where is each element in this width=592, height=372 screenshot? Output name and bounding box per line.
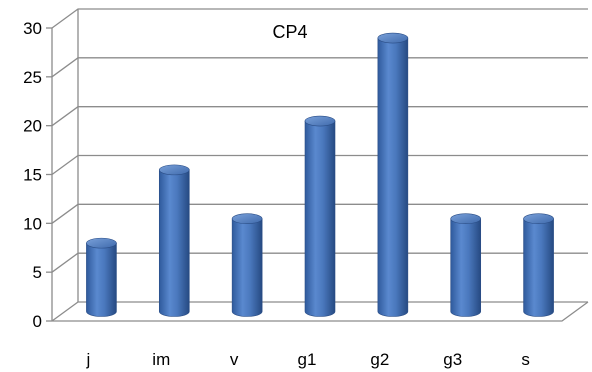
y-tick-label: 10 xyxy=(23,214,42,233)
y-tick-label: 0 xyxy=(33,312,42,331)
y-tick-label: 5 xyxy=(33,263,42,282)
x-tick-label: s xyxy=(521,350,530,369)
y-tick-label: 30 xyxy=(23,19,42,38)
tick-labels: 0 5 10 15 20 25 30 j im v g1 g2 g3 s xyxy=(23,19,530,369)
bar xyxy=(450,213,482,317)
bar xyxy=(231,213,263,317)
gridline xyxy=(51,8,588,29)
gridline xyxy=(51,57,588,78)
x-tick-label: g3 xyxy=(443,350,462,369)
y-tick-label: 25 xyxy=(23,68,42,87)
x-tick-label: g1 xyxy=(298,350,317,369)
x-axis xyxy=(52,301,589,322)
chart-title: CP4 xyxy=(272,22,307,42)
axes xyxy=(46,9,589,322)
x-tick-label: j xyxy=(86,350,91,369)
bars xyxy=(86,32,554,317)
y-tick-label: 20 xyxy=(23,117,42,136)
x-tick-label: im xyxy=(152,350,170,369)
bar xyxy=(523,213,554,317)
y-tick-label: 15 xyxy=(23,166,42,185)
x-tick-label: v xyxy=(230,350,239,369)
bar xyxy=(377,32,409,317)
bar xyxy=(86,237,117,317)
bar xyxy=(158,164,190,317)
bar xyxy=(304,115,336,317)
x-tick-label: g2 xyxy=(370,350,389,369)
